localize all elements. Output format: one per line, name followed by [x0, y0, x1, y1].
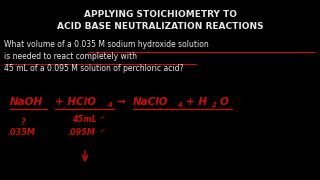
Text: →: → [116, 97, 125, 107]
Text: ✓: ✓ [100, 128, 106, 134]
Text: NaClO: NaClO [133, 97, 169, 107]
Text: 4: 4 [107, 102, 112, 108]
Text: O: O [220, 97, 229, 107]
Text: .095M: .095M [68, 128, 96, 137]
Text: is needed to react completely with: is needed to react completely with [4, 52, 137, 61]
Text: 45mL: 45mL [72, 115, 97, 124]
Text: ?: ? [20, 118, 24, 127]
Text: ACID BASE NEUTRALIZATION REACTIONS: ACID BASE NEUTRALIZATION REACTIONS [57, 22, 263, 31]
Text: .035M: .035M [8, 128, 36, 137]
Text: APPLYING STOICHIOMETRY TO: APPLYING STOICHIOMETRY TO [84, 10, 236, 19]
Text: ✓: ✓ [100, 115, 106, 121]
Text: What volume of a 0.035 M sodium hydroxide solution: What volume of a 0.035 M sodium hydroxid… [4, 40, 209, 49]
Text: NaOH: NaOH [10, 97, 43, 107]
Text: 2: 2 [212, 102, 217, 108]
Text: + H: + H [186, 97, 207, 107]
Text: 45 mL of a 0.095 M solution of perchloric acid?: 45 mL of a 0.095 M solution of perchlori… [4, 64, 183, 73]
Text: 4: 4 [177, 102, 182, 108]
Text: + HClO: + HClO [55, 97, 96, 107]
